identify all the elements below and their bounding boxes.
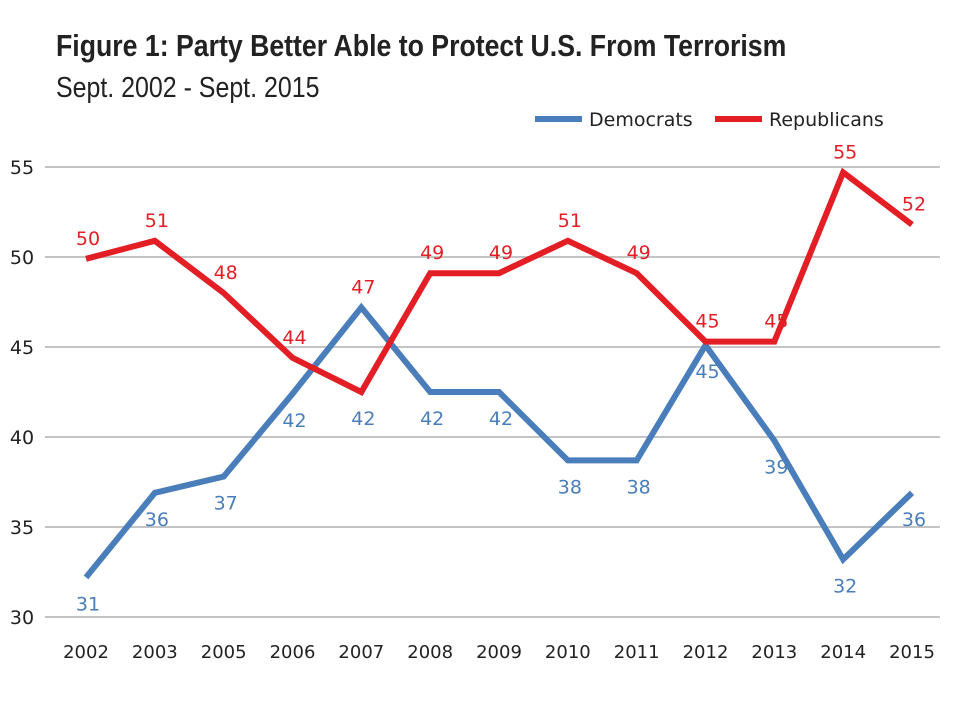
y-tick-label: 45	[10, 337, 34, 359]
series-line-republicans	[85, 167, 914, 396]
data-label: 52	[902, 194, 926, 216]
data-label: 47	[351, 276, 375, 298]
data-label: 45	[695, 361, 719, 383]
data-label: 50	[76, 228, 100, 250]
x-tick-label: 2013	[751, 642, 797, 663]
y-tick-label: 55	[10, 157, 34, 179]
legend-label: Democrats	[589, 109, 693, 131]
chart-subtitle: Sept. 2002 - Sept. 2015	[56, 72, 320, 104]
data-label: 39	[764, 457, 788, 479]
data-label: 49	[489, 242, 513, 264]
series-line-democrats	[83, 302, 915, 580]
data-label: 51	[145, 210, 169, 232]
data-label: 42	[282, 410, 306, 432]
y-tick-label: 40	[10, 427, 34, 449]
x-tick-label: 2010	[545, 642, 591, 663]
legend-label: Republicans	[769, 109, 884, 131]
data-label: 42	[351, 408, 375, 430]
data-label: 37	[214, 493, 238, 515]
data-label: 36	[145, 509, 169, 531]
data-label: 38	[558, 476, 582, 498]
y-tick-label: 35	[10, 517, 34, 539]
data-label: 51	[558, 210, 582, 232]
data-label: 49	[627, 242, 651, 264]
x-tick-label: 2015	[889, 642, 935, 663]
x-tick-label: 2014	[820, 642, 866, 663]
x-tick-label: 2006	[270, 642, 316, 663]
x-tick-label: 2007	[338, 642, 384, 663]
x-tick-label: 2008	[407, 642, 453, 663]
data-label: 55	[833, 141, 857, 163]
data-label: 45	[764, 311, 788, 333]
x-tick-label: 2002	[63, 642, 109, 663]
x-tick-label: 2003	[132, 642, 178, 663]
data-label: 44	[282, 327, 306, 349]
chart-title: Figure 1: Party Better Able to Protect U…	[56, 28, 787, 63]
x-tick-label: 2005	[201, 642, 247, 663]
data-label: 49	[420, 242, 444, 264]
x-tick-label: 2009	[476, 642, 522, 663]
x-tick-label: 2012	[683, 642, 729, 663]
data-label: 48	[214, 262, 238, 284]
y-tick-label: 50	[10, 247, 34, 269]
data-label: 38	[627, 476, 651, 498]
data-label: 42	[420, 408, 444, 430]
x-tick-label: 2011	[614, 642, 660, 663]
data-label: 36	[902, 509, 926, 531]
data-label: 45	[695, 311, 719, 333]
data-label: 42	[489, 408, 513, 430]
y-tick-label: 30	[10, 607, 34, 629]
data-label: 32	[833, 575, 857, 597]
data-label: 31	[76, 593, 100, 615]
